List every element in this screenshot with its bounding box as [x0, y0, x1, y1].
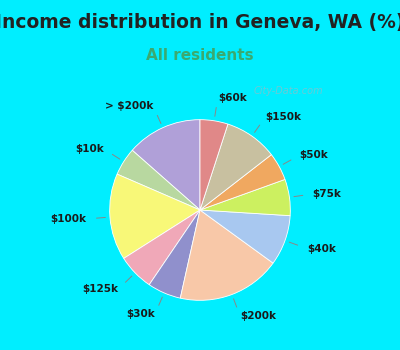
Wedge shape — [124, 210, 200, 285]
Wedge shape — [200, 210, 290, 263]
Wedge shape — [132, 120, 200, 210]
Wedge shape — [200, 180, 290, 216]
Wedge shape — [180, 210, 273, 300]
Text: $60k: $60k — [218, 93, 246, 103]
Wedge shape — [200, 155, 285, 210]
Text: $100k: $100k — [50, 214, 86, 224]
Text: > $200k: > $200k — [105, 101, 153, 111]
Text: $50k: $50k — [300, 150, 328, 160]
Text: $10k: $10k — [75, 144, 104, 154]
Text: City-Data.com: City-Data.com — [253, 86, 323, 96]
Text: Income distribution in Geneva, WA (%): Income distribution in Geneva, WA (%) — [0, 13, 400, 33]
Text: $125k: $125k — [82, 284, 118, 294]
Wedge shape — [149, 210, 200, 298]
Text: $150k: $150k — [266, 112, 302, 122]
Wedge shape — [200, 124, 271, 210]
Text: $30k: $30k — [126, 309, 155, 320]
Wedge shape — [117, 150, 200, 210]
Text: $40k: $40k — [307, 244, 336, 253]
Text: $75k: $75k — [313, 189, 342, 199]
Text: $200k: $200k — [240, 312, 276, 321]
Text: All residents: All residents — [146, 48, 254, 63]
Wedge shape — [110, 174, 200, 258]
Wedge shape — [200, 120, 228, 210]
